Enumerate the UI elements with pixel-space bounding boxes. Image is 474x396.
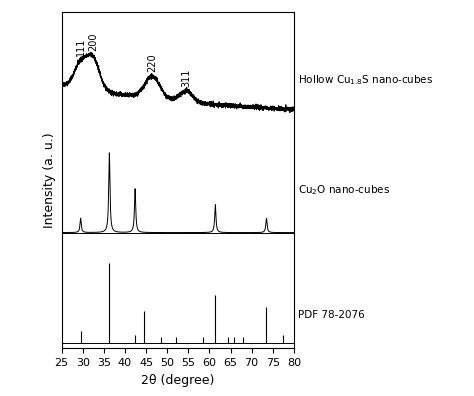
- Text: 200: 200: [88, 33, 98, 51]
- Text: 111: 111: [76, 37, 86, 56]
- Text: 220: 220: [147, 53, 157, 72]
- Text: PDF 78-2076: PDF 78-2076: [298, 310, 365, 320]
- X-axis label: 2θ (degree): 2θ (degree): [141, 374, 214, 387]
- Text: 311: 311: [181, 69, 191, 87]
- Text: Cu$_2$O nano-cubes: Cu$_2$O nano-cubes: [298, 183, 390, 197]
- Y-axis label: Intensity (a. u.): Intensity (a. u.): [43, 132, 56, 228]
- Text: Hollow Cu$_{1.8}$S nano-cubes: Hollow Cu$_{1.8}$S nano-cubes: [298, 73, 433, 87]
